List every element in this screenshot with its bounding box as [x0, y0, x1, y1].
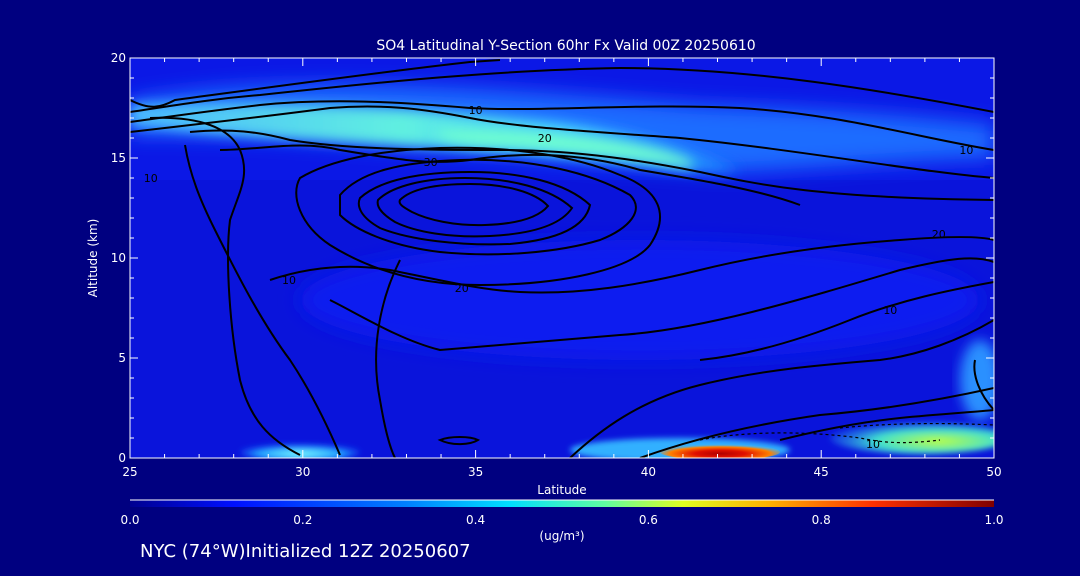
- colorbar-tick-label: 0.8: [812, 513, 831, 527]
- y-tick-label: 0: [118, 451, 126, 465]
- colorbar-tick-label: 0.6: [639, 513, 658, 527]
- x-tick-label: 45: [814, 465, 829, 479]
- colorbar-gradient: [130, 500, 994, 507]
- colorbar-tick-label: 0.4: [466, 513, 485, 527]
- contour-label: 20: [932, 228, 946, 241]
- x-tick-label: 40: [641, 465, 656, 479]
- contour-label: 10: [883, 304, 897, 317]
- x-axis-label: Latitude: [537, 483, 586, 497]
- contour-label: 30: [424, 156, 438, 169]
- colorbar-tick-label: 0.2: [293, 513, 312, 527]
- chart-title: SO4 Latitudinal Y-Section 60hr Fx Valid …: [376, 38, 755, 54]
- x-axis: 25 30 35 40 45 50: [122, 58, 1002, 479]
- contour-label: 20: [455, 282, 469, 295]
- x-tick-label: 50: [986, 465, 1001, 479]
- y-tick-label: 15: [111, 151, 126, 165]
- y-tick-label: 10: [111, 251, 126, 265]
- colorbar-unit: (ug/m³): [539, 529, 584, 543]
- contour-labels: 10 20 30 10 20 10 10 10 20 10: [144, 104, 974, 451]
- y-axis: 0 5 10 15 20: [111, 51, 994, 465]
- y-tick-label: 5: [118, 351, 126, 365]
- contour-label: 10: [959, 144, 973, 157]
- shaded-field: [130, 58, 994, 458]
- contour-lines: [130, 59, 994, 458]
- colorbar-ticks: 0.0 0.2 0.4 0.6 0.8 1.0: [120, 513, 1003, 527]
- contour-label: 10: [469, 104, 483, 117]
- colorbar-tick-label: 0.0: [120, 513, 139, 527]
- x-tick-label: 30: [295, 465, 310, 479]
- colorbar: 0.0 0.2 0.4 0.6 0.8 1.0 (ug/m³): [120, 499, 1004, 543]
- y-tick-label: 20: [111, 51, 126, 65]
- contour-label: 20: [538, 132, 552, 145]
- contour-label: 10: [144, 172, 158, 185]
- x-tick-label: 35: [468, 465, 483, 479]
- footer-caption: NYC (74°W)Initialized 12Z 20250607: [140, 541, 471, 562]
- colorbar-tick-label: 1.0: [984, 513, 1003, 527]
- x-tick-label: 25: [122, 465, 137, 479]
- contour-label: 10: [282, 274, 296, 287]
- dashed-contours: [699, 422, 994, 444]
- contour-label: 10: [866, 438, 880, 451]
- y-axis-label: Altitude (km): [86, 219, 100, 298]
